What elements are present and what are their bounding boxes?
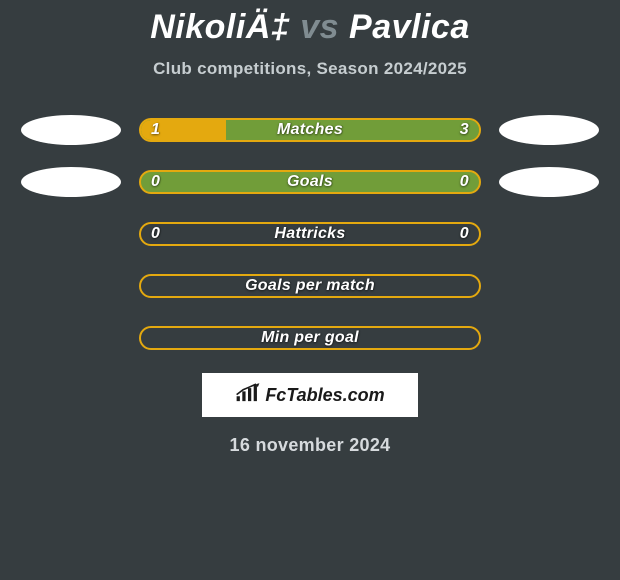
stat-bar: 1 3 Matches [139, 118, 481, 142]
stat-value-right: 0 [460, 173, 469, 191]
stat-bar: 0 0 Goals [139, 170, 481, 194]
stat-value-right: 0 [460, 225, 469, 243]
stat-label: Matches [277, 121, 343, 139]
stat-row: 0 0 Hattricks [0, 219, 620, 249]
player1-badge [21, 167, 121, 197]
stat-row: 1 3 Matches [0, 115, 620, 145]
player2-name: Pavlica [349, 8, 470, 46]
stat-value-left: 0 [151, 225, 160, 243]
player1-badge [21, 115, 121, 145]
logo-text: FcTables.com [265, 385, 384, 406]
logo-box: FcTables.com [202, 373, 418, 417]
subtitle: Club competitions, Season 2024/2025 [153, 59, 467, 79]
stat-label: Min per goal [261, 329, 359, 347]
stat-label: Goals [287, 173, 333, 191]
comparison-title: NikoliÄ‡ vs Pavlica [150, 8, 470, 47]
chart-icon [235, 382, 261, 409]
stat-row: Min per goal [0, 323, 620, 353]
stat-value-left: 0 [151, 173, 160, 191]
stat-value-left: 1 [151, 121, 160, 139]
stat-row: Goals per match [0, 271, 620, 301]
player1-name: NikoliÄ‡ [150, 8, 290, 46]
vs-separator: vs [300, 8, 339, 46]
stat-label: Hattricks [274, 225, 345, 243]
player2-badge [499, 115, 599, 145]
date-text: 16 november 2024 [230, 435, 391, 456]
stat-bar: 0 0 Hattricks [139, 222, 481, 246]
player2-badge [499, 167, 599, 197]
stat-row: 0 0 Goals [0, 167, 620, 197]
stats-rows: 1 3 Matches 0 0 Goals 0 0 Hattricks Goals per mat… [0, 115, 620, 353]
bar-fill-right [226, 120, 480, 140]
stat-bar: Goals per match [139, 274, 481, 298]
stat-bar: Min per goal [139, 326, 481, 350]
stat-value-right: 3 [460, 121, 469, 139]
stat-label: Goals per match [245, 277, 375, 295]
